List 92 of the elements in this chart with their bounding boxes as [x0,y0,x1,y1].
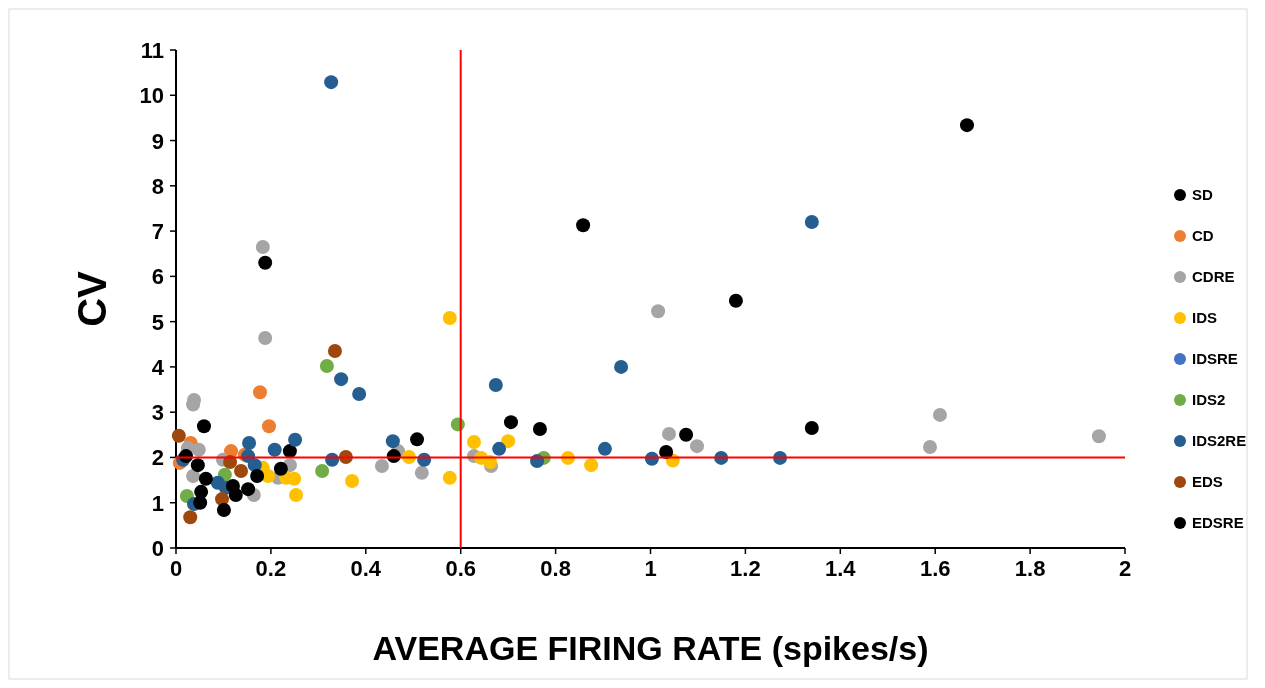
y-tick-label: 2 [151,445,164,471]
point [191,442,206,457]
point [250,469,265,484]
x-tick-label: 1.2 [730,556,761,581]
point [258,255,273,270]
point [287,471,302,486]
point [662,426,677,441]
point [255,239,270,254]
point [198,471,213,486]
y-tick-label: 4 [151,354,165,380]
x-tick-label: 0.4 [350,556,382,581]
legend-label: EDS [1192,473,1223,490]
point [466,435,481,450]
point [651,304,666,319]
point [324,75,339,90]
point [492,441,507,456]
point [804,215,819,230]
point [576,218,591,233]
y-tick-label: 9 [151,128,164,154]
point [216,502,231,517]
y-tick-label: 10 [139,83,164,109]
point [234,464,249,479]
point [374,459,389,474]
point [614,359,629,374]
point [959,118,974,133]
point [584,458,599,473]
point [352,387,367,402]
point [728,293,743,308]
point [385,434,400,449]
point [252,385,267,400]
x-axis-title: AVERAGE FIRING RATE (spikes/s) [372,629,929,667]
point [442,311,457,326]
point [267,442,282,457]
x-tick-label: 2 [1118,556,1132,581]
point [414,465,429,480]
point [442,470,457,485]
y-axis-title: CV [70,270,114,327]
point [532,421,547,436]
point [804,421,819,436]
x-tick-label: 0.2 [255,556,287,581]
point [193,495,208,510]
point [501,434,516,449]
point [190,458,205,473]
point [273,461,288,476]
point [183,510,198,525]
point [197,419,211,434]
x-tick-label: 1.6 [919,556,951,581]
point [242,435,257,450]
point [1091,429,1106,444]
point [345,474,360,488]
y-tick-label: 0 [151,536,164,561]
legend-label: CDRE [1192,268,1235,285]
point [679,427,694,442]
x-tick-label: 1.4 [825,556,857,581]
point [327,344,342,359]
point [319,359,334,373]
x-tick-label: 0 [169,556,183,581]
legend-label: EDSRE [1192,514,1244,531]
point [288,432,303,447]
y-tick-label: 1 [151,490,164,516]
point [488,378,503,393]
legend-label: IDS2 [1192,391,1226,408]
x-tick-label: 0.8 [540,556,571,581]
legend-label: CD [1192,227,1214,244]
y-tick-label: 8 [151,173,164,199]
point [171,428,186,443]
point [289,488,304,503]
legend-label: SD [1192,186,1213,203]
y-tick-label: 5 [151,309,164,335]
point [241,482,256,497]
y-tick-label: 6 [151,264,164,290]
point [228,488,243,503]
x-tick-label: 1.8 [1014,556,1046,581]
point [504,415,518,430]
point [258,330,273,345]
point [410,432,425,447]
y-tick-label: 7 [151,219,164,245]
point [690,439,704,454]
legend-label: IDSRE [1192,350,1238,367]
point [315,464,330,479]
y-tick-label: 3 [151,400,164,426]
x-tick-label: 1 [644,556,657,581]
point [334,372,349,387]
point [597,441,612,456]
y-tick-label: 11 [140,38,164,63]
point [922,440,937,455]
legend-label: IDS2RE [1192,432,1247,449]
point [262,419,276,434]
point [932,407,947,422]
point [186,469,201,484]
x-tick-label: 0.6 [445,556,476,581]
legend-label: IDS [1192,309,1218,326]
